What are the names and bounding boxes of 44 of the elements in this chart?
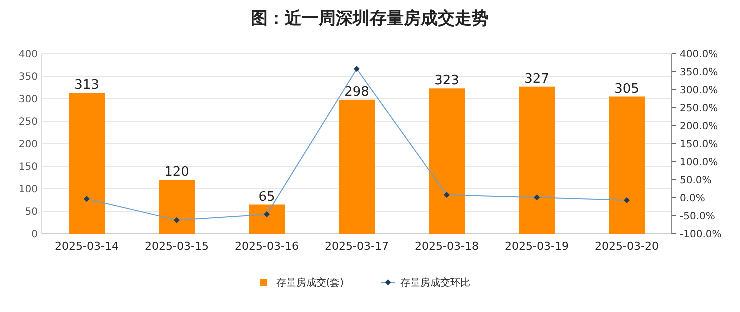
bar — [249, 204, 285, 234]
y2-tick-label: 400.0% — [680, 50, 718, 60]
y2-tick-label: 100.0% — [680, 158, 718, 168]
y-tick-label: 0 — [32, 230, 38, 240]
chart-title: 图：近一周深圳存量房成交走势 — [251, 9, 489, 29]
y-tick-label: 300 — [18, 94, 38, 106]
y2-tick-label: 50.0% — [680, 176, 712, 186]
legend-label: 存量房成交环比 — [400, 277, 470, 289]
y-tick-label: 50 — [25, 207, 38, 218]
x-tick-label: 2025-03-16 — [235, 240, 299, 253]
y2-tick-label: -50.0% — [680, 212, 716, 222]
data-label: 305 — [614, 82, 640, 97]
y-tick-label: 150 — [18, 162, 38, 173]
y-tick-label: 350 — [18, 72, 38, 83]
x-tick-label: 2025-03-15 — [145, 240, 209, 253]
data-label: 323 — [434, 74, 460, 89]
bar — [69, 93, 105, 234]
legend-label: 存量房成交(套) — [276, 277, 344, 289]
y-tick-label: 200 — [18, 140, 38, 150]
bar — [519, 86, 555, 234]
data-label: 313 — [74, 78, 100, 94]
y-tick-label: 250 — [18, 117, 38, 128]
x-tick-label: 2025-03-19 — [505, 240, 569, 253]
x-tick-label: 2025-03-18 — [415, 240, 479, 253]
bar — [429, 88, 465, 234]
data-label: 65 — [258, 190, 276, 205]
x-tick-label: 2025-03-20 — [595, 240, 659, 253]
y-tick-label: 100 — [18, 184, 38, 196]
data-label: 327 — [524, 72, 550, 87]
data-label: 298 — [344, 84, 370, 100]
data-label: 120 — [164, 165, 190, 180]
y2-tick-label: 300.0% — [680, 86, 718, 96]
y2-tick-label: 150.0% — [680, 140, 718, 150]
bar — [609, 96, 645, 234]
bar — [339, 100, 375, 234]
x-tick-label: 2025-03-17 — [325, 240, 389, 253]
y2-tick-label: 0.0% — [680, 194, 706, 204]
y2-tick-label: 250.0% — [680, 104, 718, 114]
y2-tick-label: 200.0% — [680, 122, 718, 132]
bar — [159, 180, 195, 234]
y2-tick-label: -100.0% — [680, 230, 722, 240]
x-tick-label: 2025-03-14 — [55, 240, 119, 253]
y-tick-label: 400 — [18, 50, 38, 60]
y2-tick-label: 350.0% — [680, 68, 718, 78]
